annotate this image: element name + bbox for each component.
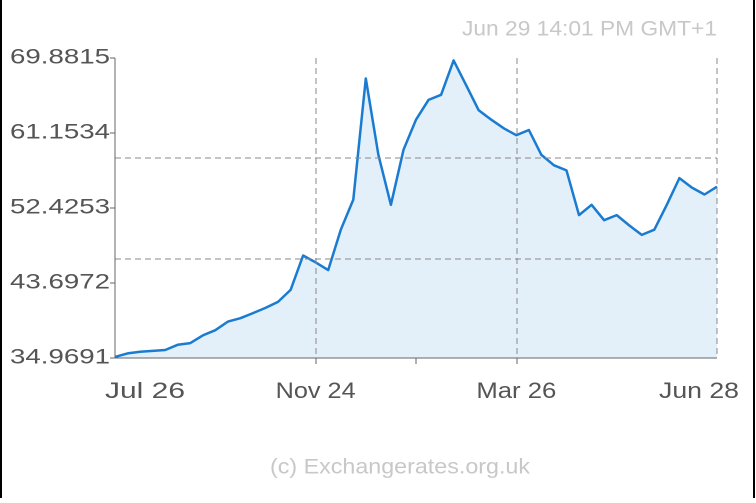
x-tick-label: Nov 24: [276, 378, 356, 403]
y-tick-label: 52.4253: [10, 196, 110, 219]
line: [114, 59, 718, 359]
plot: [114, 59, 718, 359]
timestamp: Jun 29 14:01 PM GMT+1: [462, 18, 717, 41]
y-tick-label: 34.9691: [10, 346, 110, 369]
footer: (c) Exchangerates.org.uk: [270, 456, 531, 479]
area: [115, 60, 717, 359]
x-tick-label: Mar 26: [476, 378, 556, 403]
x-tick-label: Jun 28: [659, 378, 739, 403]
y-tick-label: 61.1534: [10, 121, 110, 144]
y-tick-label: 69.8815: [10, 46, 110, 69]
x-tick-label: Jul 26: [105, 378, 185, 403]
y-tick-label: 43.6972: [10, 271, 110, 294]
